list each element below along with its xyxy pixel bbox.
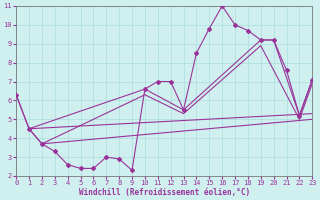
- X-axis label: Windchill (Refroidissement éolien,°C): Windchill (Refroidissement éolien,°C): [79, 188, 250, 197]
